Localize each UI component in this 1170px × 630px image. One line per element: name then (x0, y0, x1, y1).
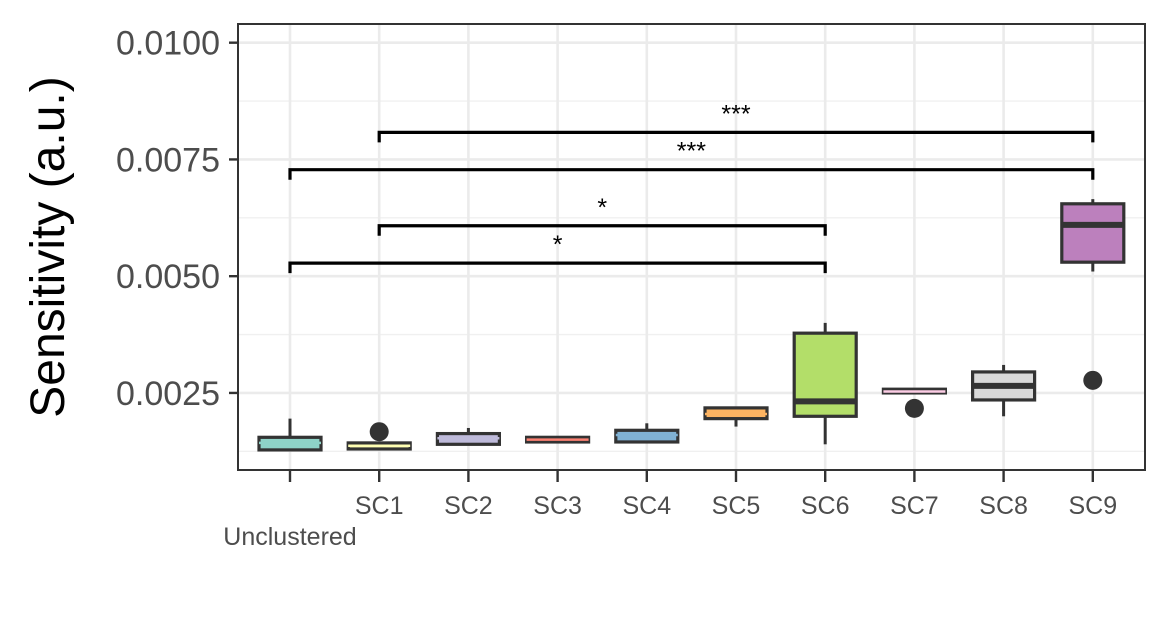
box-iqr (1060, 202, 1126, 264)
box-sc3 (524, 435, 591, 444)
box-layer (257, 199, 1126, 452)
x-tick-label: SC2 (444, 492, 493, 520)
x-tick-label: Unclustered (223, 523, 356, 551)
box-sc1 (346, 422, 412, 451)
x-tick-label: SC9 (1068, 492, 1117, 520)
box-sc6 (792, 322, 858, 445)
outlier-point (904, 398, 924, 418)
box-sc5 (703, 406, 769, 427)
significance-label: *** (677, 138, 706, 166)
x-tick-label: SC8 (979, 492, 1028, 520)
significance-label: *** (721, 100, 750, 128)
outlier-point (1083, 370, 1103, 390)
significance-bracket (288, 261, 827, 274)
significance-label: * (553, 231, 563, 259)
y-tick-label: 0.0100 (116, 25, 220, 63)
significance-bracket (288, 168, 1095, 180)
box-sc8 (970, 364, 1037, 417)
significance-layer: ******** (288, 100, 1095, 274)
x-tick-label: SC5 (712, 492, 761, 520)
y-axis-title: Sensitivity (a.u.) (22, 76, 75, 417)
box-sc4 (614, 423, 680, 444)
significance-bracket (377, 130, 1095, 143)
x-tick-label: SC3 (533, 492, 582, 520)
x-tick-label: SC1 (355, 492, 404, 520)
box-sc9 (1060, 199, 1126, 390)
significance-bracket (377, 224, 827, 236)
x-tick-label: SC7 (890, 492, 939, 520)
significance-label: * (597, 194, 607, 222)
box-unclustered (257, 418, 323, 452)
panel-background (238, 24, 1145, 470)
x-tick-label: SC6 (801, 492, 850, 520)
axis-layer: 0.0025 0.0050 0.0075 0.0100 Unclustered SC1 SC… (116, 25, 1117, 551)
outlier-point (369, 422, 389, 442)
grid-layer (238, 24, 1145, 470)
y-tick-label: 0.0050 (116, 258, 220, 296)
y-tick-label: 0.0025 (116, 375, 220, 413)
panel-border (237, 23, 1146, 471)
y-tick-label: 0.0075 (116, 141, 220, 179)
x-tick-label: SC4 (622, 492, 671, 520)
box-sc7 (881, 387, 948, 418)
box-sc2 (435, 427, 501, 446)
